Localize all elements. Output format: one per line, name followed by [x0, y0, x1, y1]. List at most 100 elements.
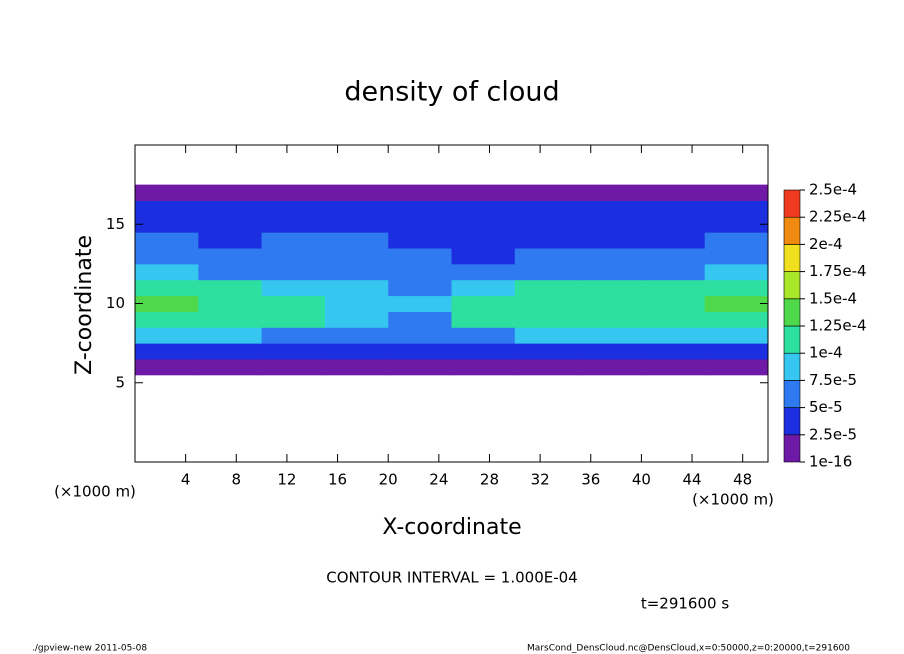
cell: [198, 343, 263, 360]
cell: [451, 358, 516, 376]
cell: [324, 232, 389, 249]
cell: [135, 232, 199, 249]
cell: [514, 295, 579, 312]
cell: [135, 279, 199, 297]
cell: [324, 184, 389, 201]
cell: [261, 279, 326, 297]
cell: [388, 200, 452, 217]
cell: [324, 327, 389, 344]
cell: [198, 295, 263, 312]
cell: [641, 343, 706, 360]
cell: [135, 327, 199, 344]
cell: [578, 184, 642, 201]
cell: [641, 184, 706, 201]
cell: [578, 200, 642, 217]
colorbar-box: [783, 380, 801, 408]
cell: [135, 343, 199, 360]
cell: [451, 311, 516, 328]
cell: [198, 232, 263, 249]
cell: [324, 358, 389, 376]
colorbar-label: 2.5e-4: [809, 181, 857, 199]
colorbar-label: 2.25e-4: [809, 208, 867, 226]
cell: [578, 343, 642, 360]
y-unit: (×1000 m): [54, 483, 136, 501]
cell: [261, 295, 326, 312]
colorbar-box: [783, 271, 801, 300]
cell: [578, 279, 642, 297]
cell: [514, 216, 579, 233]
cell: [198, 248, 263, 265]
cell: [261, 232, 326, 249]
colorbar-label: 1.25e-4: [809, 317, 867, 335]
footer-left: ./gpview-new 2011-05-08: [32, 644, 147, 654]
cell: [198, 279, 263, 297]
cell: [324, 263, 389, 281]
cell: [198, 216, 263, 233]
cell: [641, 248, 706, 265]
cell: [388, 311, 452, 328]
x-tick-label: 32: [531, 471, 550, 489]
cell: [135, 200, 199, 217]
cell: [704, 295, 769, 312]
cell: [261, 358, 326, 376]
cell: [514, 343, 579, 360]
cell: [641, 279, 706, 297]
cell: [704, 184, 769, 201]
cell: [704, 311, 769, 328]
colorbar-box: [783, 189, 801, 218]
contour-note: CONTOUR INTERVAL = 1.000E-04: [326, 569, 577, 587]
x-tick-label: 20: [379, 471, 398, 489]
cell: [578, 263, 642, 281]
colorbar-box: [783, 244, 801, 272]
cell: [198, 311, 263, 328]
cell: [578, 232, 642, 249]
cell: [198, 358, 263, 376]
cell: [704, 200, 769, 217]
x-tick-label: 48: [733, 471, 752, 489]
x-axis-label: X-coordinate: [382, 515, 521, 540]
cell: [261, 248, 326, 265]
cell: [451, 279, 516, 297]
cell: [451, 263, 516, 281]
cell: [641, 232, 706, 249]
cell: [514, 311, 579, 328]
cell: [514, 279, 579, 297]
cell: [641, 358, 706, 376]
cell: [451, 232, 516, 249]
colorbar-box: [783, 325, 801, 354]
cell: [514, 248, 579, 265]
cell: [135, 184, 199, 201]
cell: [451, 184, 516, 201]
x-tick-label: 24: [429, 471, 448, 489]
x-tick-label: 28: [480, 471, 499, 489]
cell: [388, 343, 452, 360]
cell: [451, 200, 516, 217]
time-note: t=291600 s: [641, 595, 729, 613]
cell: [324, 216, 389, 233]
cell: [704, 232, 769, 249]
cell: [388, 232, 452, 249]
cell: [261, 343, 326, 360]
cell: [388, 279, 452, 297]
cell: [641, 216, 706, 233]
cell: [388, 327, 452, 344]
cell: [261, 200, 326, 217]
cell: [641, 311, 706, 328]
cell: [514, 184, 579, 201]
colorbar-label: 1e-4: [809, 344, 843, 362]
cell: [135, 263, 199, 281]
cell: [198, 200, 263, 217]
colorbar-box: [783, 216, 801, 245]
colorbar-box: [783, 407, 801, 436]
x-tick-label: 36: [581, 471, 600, 489]
cell: [704, 358, 769, 376]
cell: [641, 263, 706, 281]
cell: [261, 263, 326, 281]
cell: [324, 343, 389, 360]
cell: [514, 263, 579, 281]
cell: [704, 327, 769, 344]
cell: [514, 327, 579, 344]
cell: [514, 232, 579, 249]
x-tick-label: 16: [328, 471, 347, 489]
